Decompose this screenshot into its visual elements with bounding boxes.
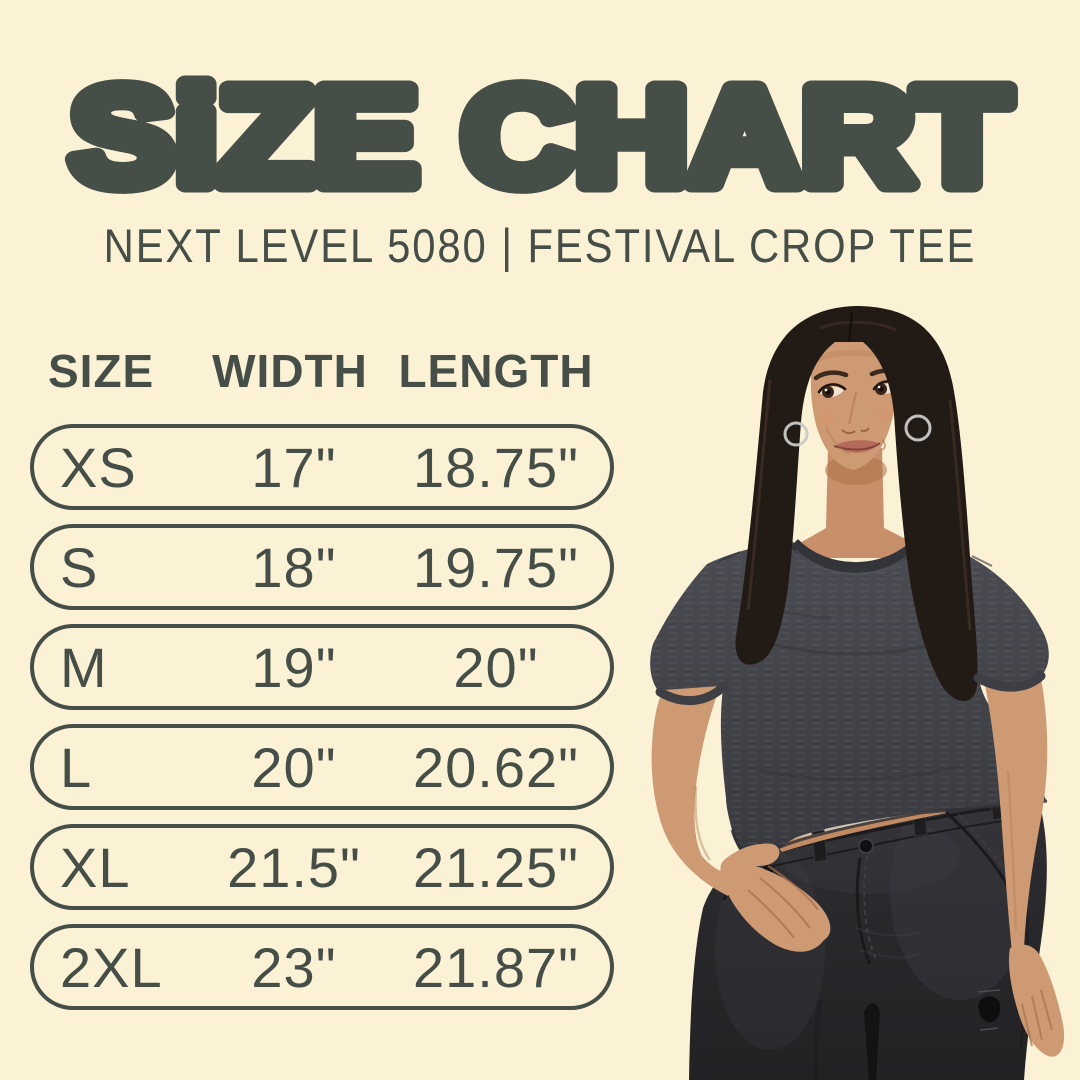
size-cell: L [60, 735, 93, 799]
jeans-button [858, 838, 874, 854]
size-table-header: SIZE WIDTH LENGTH [30, 344, 614, 398]
width-cell: 21.5" [227, 835, 361, 899]
size-row-m: M 19" 20" [30, 624, 614, 710]
length-cell: 20" [453, 635, 539, 699]
model-photo [650, 306, 1065, 1080]
length-cell: 19.75" [412, 535, 579, 599]
size-row-xl: XL 21.5" 21.25" [30, 824, 614, 910]
page-title-art: SiZE CHART [62, 52, 1019, 212]
distress-patch [978, 996, 1001, 1023]
lips [833, 439, 886, 453]
size-cell: 2XL [60, 935, 163, 999]
jeans-body [689, 800, 1047, 1080]
page-title: SiZE CHART [70, 60, 1010, 211]
width-cell: 17" [251, 435, 337, 499]
length-cell: 20.62" [412, 735, 579, 799]
product-subtitle: NEXT LEVEL 5080 | FESTIVAL CROP TEE [103, 220, 977, 273]
col-header-width: WIDTH [212, 345, 368, 397]
length-cell: 21.25" [412, 835, 579, 899]
nose [847, 391, 858, 425]
size-table: SIZE WIDTH LENGTH XS 17" 18.75" S 18" 19… [30, 344, 614, 1010]
size-cell: S [60, 535, 99, 599]
size-row-xs: XS 17" 18.75" [30, 424, 614, 510]
size-table-rows: XS 17" 18.75" S 18" 19.75" M 19" 20" L 2… [30, 424, 614, 1010]
left-hand [720, 843, 831, 952]
width-cell: 20" [251, 735, 337, 799]
hoop-earring-right [904, 414, 932, 442]
hoop-earring-left [783, 421, 809, 447]
jeans [689, 780, 1047, 1080]
left-arm [651, 686, 831, 952]
size-cell: XL [60, 835, 131, 899]
hair [735, 306, 978, 702]
left-eye [817, 383, 847, 398]
length-cell: 21.87" [412, 935, 579, 999]
hair-part [847, 311, 854, 343]
width-cell: 23" [251, 935, 337, 999]
size-row-l: L 20" 20.62" [30, 724, 614, 810]
length-cell: 18.75" [412, 435, 579, 499]
size-row-2xl: 2XL 23" 21.87" [30, 924, 614, 1010]
col-header-size: SIZE [48, 345, 155, 397]
size-row-s: S 18" 19.75" [30, 524, 614, 610]
right-arm [984, 678, 1065, 1057]
width-cell: 18" [251, 535, 337, 599]
size-cell: M [60, 635, 108, 699]
midriff-skin [774, 807, 946, 852]
right-hand [1008, 944, 1065, 1057]
fly-seam [855, 857, 872, 965]
right-sleeve-hem [973, 671, 1046, 692]
left-sleeve-hem [655, 681, 729, 706]
inseam-shadow [864, 1003, 880, 1080]
col-header-length: LENGTH [398, 345, 594, 397]
width-cell: 19" [251, 635, 337, 699]
size-cell: XS [60, 435, 137, 499]
left-eyebrow [813, 370, 849, 381]
collar-band [790, 538, 923, 574]
